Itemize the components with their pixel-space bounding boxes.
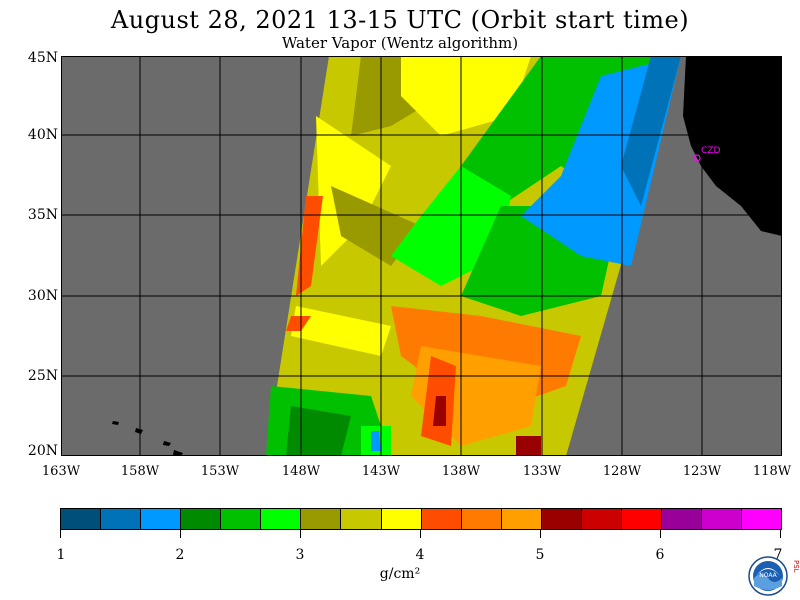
lon-label-158w: 158W <box>120 464 160 479</box>
colorbar-segment <box>61 509 102 529</box>
lat-label-30n: 30N <box>27 288 58 304</box>
map-title: August 28, 2021 13-15 UTC (Orbit start t… <box>110 6 690 34</box>
lat-label-25n: 25N <box>27 368 58 384</box>
colorbar-tickmark <box>300 530 301 538</box>
colorbar-segment <box>501 509 542 529</box>
map-subtitle: Water Vapor (Wentz algorithm) <box>281 34 519 52</box>
colorbar-tickmark <box>780 530 781 538</box>
colorbar-segment <box>461 509 502 529</box>
colorbar-tickmark <box>540 530 541 538</box>
lon-label-133w: 133W <box>522 464 562 479</box>
colorbar-tick-6: 6 <box>655 547 665 563</box>
colorbar-tick-7: 7 <box>773 547 783 563</box>
lon-label-138w: 138W <box>441 464 481 479</box>
swath-data <box>266 56 681 456</box>
colorbar-tickmark <box>180 530 181 538</box>
colorbar-segment <box>141 509 182 529</box>
lat-label-40n: 40N <box>27 127 58 143</box>
noaa-logo-icon: NOAA <box>748 556 788 596</box>
colorbar-segment <box>101 509 142 529</box>
psl-vertical-text: PSL <box>792 560 800 573</box>
colorbar-tick-4: 4 <box>415 547 425 563</box>
map-border <box>61 56 782 456</box>
lon-label-143w: 143W <box>361 464 401 479</box>
lon-label-128w: 128W <box>602 464 642 479</box>
colorbar-segment <box>221 509 262 529</box>
colorbar-segment <box>661 509 702 529</box>
lon-label-153w: 153W <box>200 464 240 479</box>
colorbar-tick-3: 3 <box>295 547 305 563</box>
colorbar-segment <box>301 509 342 529</box>
graticule <box>61 56 782 456</box>
land-mass <box>112 56 782 456</box>
lon-label-163w: 163W <box>41 464 81 479</box>
colorbar-segment <box>341 509 382 529</box>
station-label: CZD <box>701 146 721 156</box>
colorbar-tickmark <box>660 530 661 538</box>
water-vapor-map <box>61 56 782 456</box>
colorbar-tick-5: 5 <box>535 547 545 563</box>
lat-label-20n: 20N <box>27 443 58 459</box>
colorbar-segment <box>581 509 622 529</box>
colorbar-segment <box>742 509 782 529</box>
colorbar-segment <box>261 509 302 529</box>
lat-label-45n: 45N <box>27 50 58 66</box>
colorbar-segment <box>541 509 582 529</box>
colorbar-tick-2: 2 <box>175 547 185 563</box>
map-canvas <box>61 56 782 456</box>
colorbar <box>60 508 782 530</box>
colorbar-segment <box>421 509 462 529</box>
colorbar-tick-1: 1 <box>56 547 66 563</box>
logo-text: NOAA <box>759 572 777 579</box>
lon-label-118w: 118W <box>752 464 792 479</box>
colorbar-tickmark <box>60 530 61 538</box>
colorbar-tickmark <box>420 530 421 538</box>
psl-text: PSL <box>792 560 800 573</box>
colorbar-segment <box>181 509 222 529</box>
lon-label-123w: 123W <box>682 464 722 479</box>
colorbar-segment <box>702 509 743 529</box>
colorbar-segment <box>621 509 662 529</box>
colorbar-segment <box>381 509 422 529</box>
lon-label-148w: 148W <box>281 464 321 479</box>
station-marker <box>693 154 701 162</box>
lat-label-35n: 35N <box>27 207 58 223</box>
colorbar-units: g/cm² <box>379 566 421 582</box>
